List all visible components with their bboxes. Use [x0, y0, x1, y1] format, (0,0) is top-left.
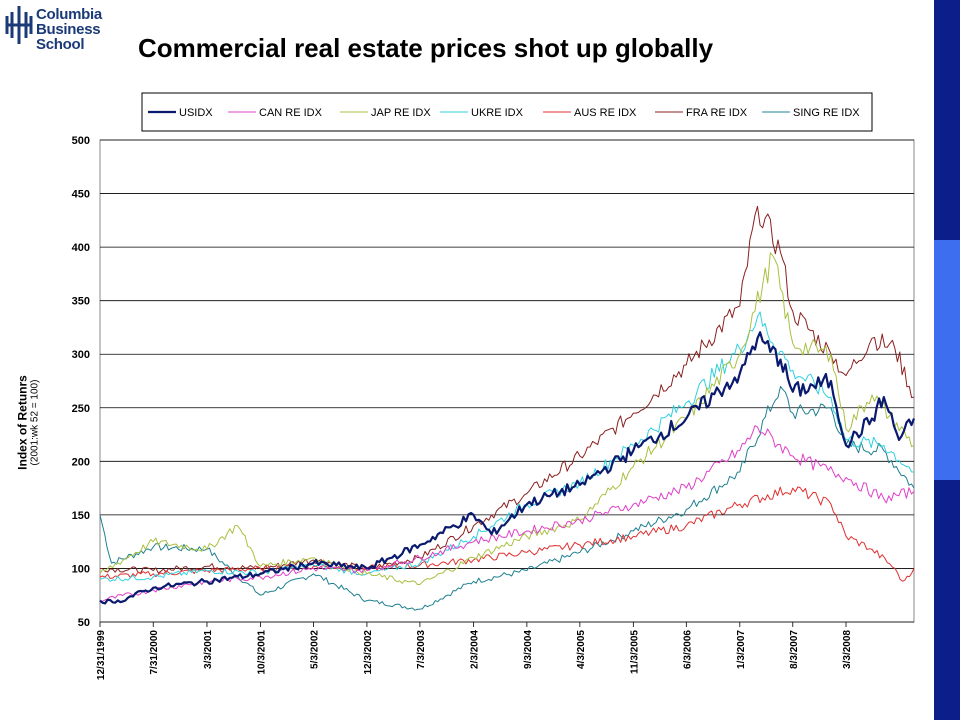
series-line-ukre-idx: [99, 311, 915, 582]
series-line-jap-re-idx: [99, 252, 915, 585]
y-tick-label: 500: [72, 135, 90, 147]
x-tick-label: 12/31/1999: [96, 630, 107, 680]
x-tick-label: 10/3/2001: [256, 630, 267, 675]
legend-label: UKRE IDX: [471, 107, 524, 119]
series-line-sing-re-idx: [99, 385, 915, 611]
x-tick-label: 6/3/2006: [682, 630, 693, 669]
columbia-crown-icon: [5, 6, 33, 44]
x-tick-label: 3/3/2008: [842, 630, 853, 669]
series-line-can-re-idx: [99, 425, 915, 602]
accent-bar-middle: [934, 240, 960, 480]
y-axis-title: Index of Retunrs: [15, 375, 30, 470]
x-tick-label: 2/3/2004: [470, 630, 481, 669]
legend-box: [141, 92, 873, 132]
y-tick-label: 150: [72, 510, 90, 522]
legend: USIDX CAN RE IDX JAP RE IDX UKRE IDX AUS RE …: [141, 92, 873, 132]
x-tick-label: 7/3/2003: [416, 630, 427, 669]
legend-label: AUS RE IDX: [574, 107, 637, 119]
x-tick-label: 9/3/2004: [523, 630, 534, 669]
line-chart: 50 100 150 200 250 300 350 400 450 500 12/31/1999 7…: [72, 92, 916, 680]
x-tick-label: 11/3/2005: [629, 630, 640, 674]
x-tick-label: 7/31/2000: [149, 630, 160, 675]
y-tick-label: 400: [72, 242, 90, 254]
y-tick-label: 350: [72, 296, 90, 308]
x-tick-label: 5/3/2002: [309, 630, 320, 669]
y-tick-label: 100: [72, 563, 90, 575]
y-axis-subtitle: (2001:wk 52 = 100): [29, 379, 41, 466]
y-tick-label: 300: [72, 349, 90, 361]
x-tick-label: 8/3/2007: [789, 630, 800, 669]
y-tick-label: 450: [72, 189, 90, 201]
logo-line-2: Business: [36, 21, 101, 38]
x-tick-label: 4/3/2005: [576, 630, 587, 669]
x-tick-label: 1/3/2007: [736, 630, 747, 669]
x-tick-label: 12/3/2002: [363, 630, 374, 675]
x-tick-label: 3/3/2001: [203, 630, 214, 669]
series-line-aus-re-idx: [99, 486, 915, 582]
plot-area: [99, 139, 915, 623]
slide-title: Commercial real estate prices shot up gl…: [138, 33, 714, 63]
columbia-logo: Columbia Business School: [0, 0, 130, 70]
accent-bar-bottom: [934, 480, 960, 720]
legend-label: CAN RE IDX: [259, 107, 323, 119]
legend-label: FRA RE IDX: [686, 107, 748, 119]
y-axis-label: Index of Retunrs (2001:wk 52 = 100): [16, 333, 41, 513]
series-line-usidx: [99, 331, 916, 605]
y-tick-label: 250: [72, 403, 90, 415]
y-tick-label: 50: [78, 617, 90, 629]
legend-label: SING RE IDX: [793, 107, 860, 119]
logo-text: Columbia Business School: [36, 7, 102, 52]
accent-bar-top: [934, 0, 960, 240]
legend-label: JAP RE IDX: [371, 107, 431, 119]
y-tick-label: 200: [72, 456, 90, 468]
logo-line-3: School: [36, 36, 85, 53]
legend-label: USIDX: [179, 107, 213, 119]
logo-line-1: Columbia: [36, 6, 102, 23]
